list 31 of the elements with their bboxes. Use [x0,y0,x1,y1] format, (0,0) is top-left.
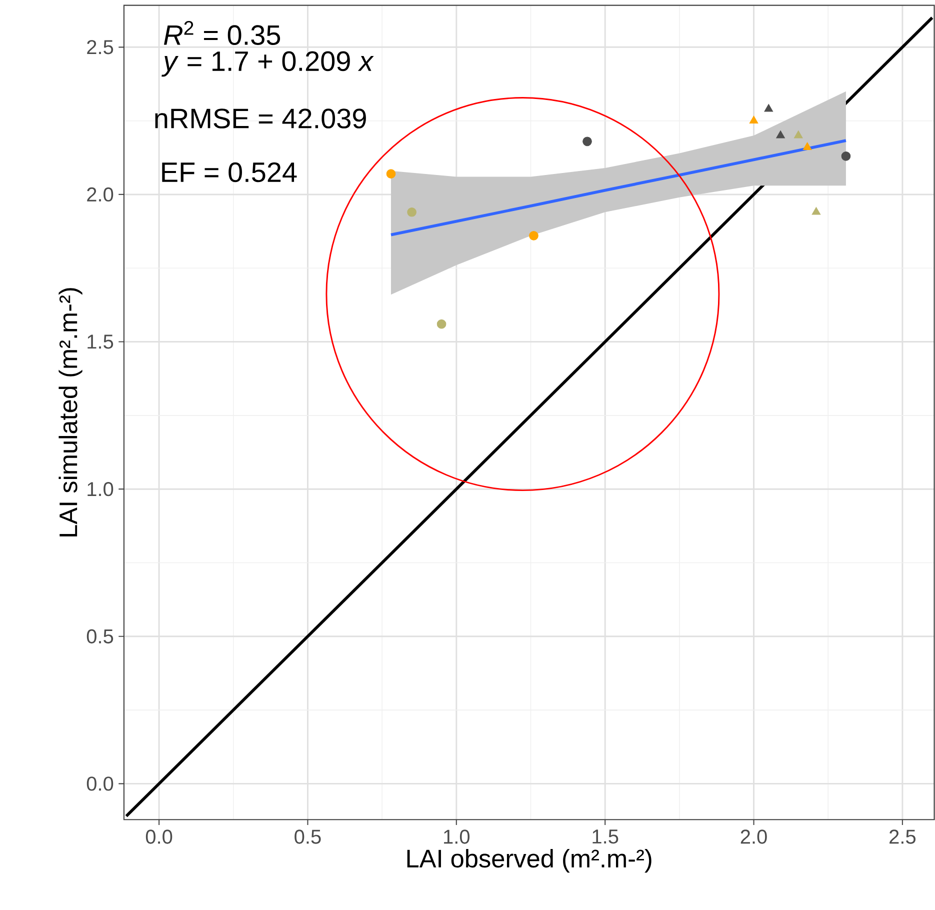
y-tick-label: 0.0 [86,776,114,791]
point [812,206,821,215]
annotation: y = 1.7 + 0.209 x [162,51,374,77]
x-tick-label: 1.5 [592,830,618,844]
y-tick-label: 2.5 [87,40,114,54]
y-tick-label: 1.5 [88,334,114,349]
point [436,319,446,329]
point [386,169,396,178]
annotation: EF = 0.524 [162,162,297,182]
y-tick-label: 0.5 [86,629,114,644]
point [802,142,812,150]
point [749,116,758,124]
x-tick-label: 0.0 [146,830,172,844]
point [794,130,803,138]
point [582,136,592,146]
point [407,207,416,217]
point [841,151,851,161]
line-series [390,138,848,236]
x-tick-label: 0.5 [294,830,321,844]
annotation: nRMSE = 42.039 [155,108,366,128]
point [529,230,538,240]
x-axis-title: LAI observed (m².m-²) [407,848,652,872]
y-tick-label: 1.0 [88,482,114,496]
x-tick-label: 1.0 [444,830,470,844]
point [764,104,774,112]
x-tick-label: 2.5 [890,830,916,844]
y-tick-label: 2.0 [87,187,114,202]
annotation: R$^{2}$ = 0.35 [164,20,280,45]
x-tick-label: 2.0 [740,830,767,844]
point [776,130,785,138]
y-axis-title: LAI simulated (m².m-²) [58,288,82,536]
